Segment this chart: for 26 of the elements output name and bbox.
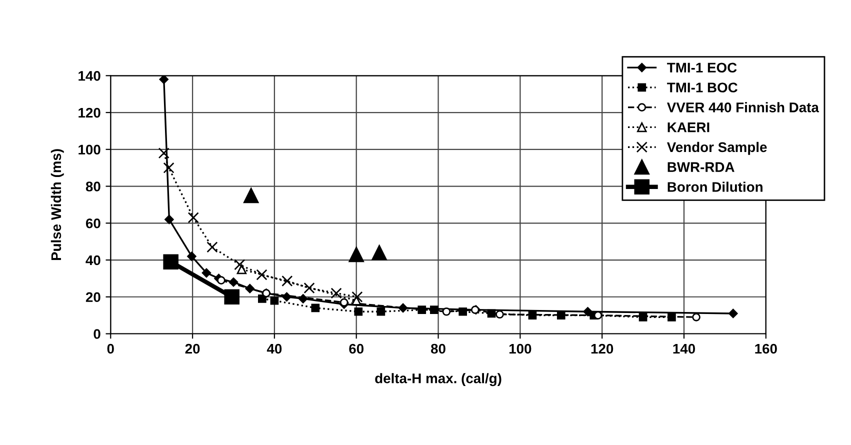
legend-label: Vendor Sample <box>666 142 767 155</box>
x-tick-label: 100 <box>509 344 532 354</box>
x-tick-label: 0 <box>107 344 114 354</box>
legend-label: BWR-RDA <box>668 162 734 172</box>
y-tick-label: 140 <box>78 70 100 81</box>
y-tick-label: 100 <box>78 144 100 155</box>
x-tick-label: 160 <box>755 344 777 354</box>
legend-label: TMI-1 BOC <box>667 82 738 92</box>
x-tick-label: 20 <box>185 344 200 354</box>
x-tick-label: 120 <box>591 344 614 354</box>
x-tick-label: 80 <box>430 344 446 354</box>
y-tick-label: 60 <box>86 218 100 228</box>
y-tick-label: 40 <box>86 255 100 266</box>
y-tick-label: 80 <box>86 182 100 192</box>
legend-label: Boron Dilution <box>668 182 762 192</box>
legend-label: VVER 440 Finnish Data <box>666 102 820 112</box>
y-tick-label: 120 <box>78 108 100 118</box>
y-tick-label: 0 <box>94 329 100 339</box>
y-tick-label: 20 <box>86 292 100 302</box>
x-tick-label: 40 <box>266 344 282 354</box>
y-axis-title: Pulse Width (ms) <box>50 149 64 260</box>
legend-label: KAERI <box>668 122 710 132</box>
legend-label: TMI-1 EOC <box>667 62 737 73</box>
x-tick-label: 140 <box>673 344 696 354</box>
x-axis-title: delta-H max. (cal/g) <box>375 373 502 386</box>
x-tick-label: 60 <box>349 344 364 354</box>
